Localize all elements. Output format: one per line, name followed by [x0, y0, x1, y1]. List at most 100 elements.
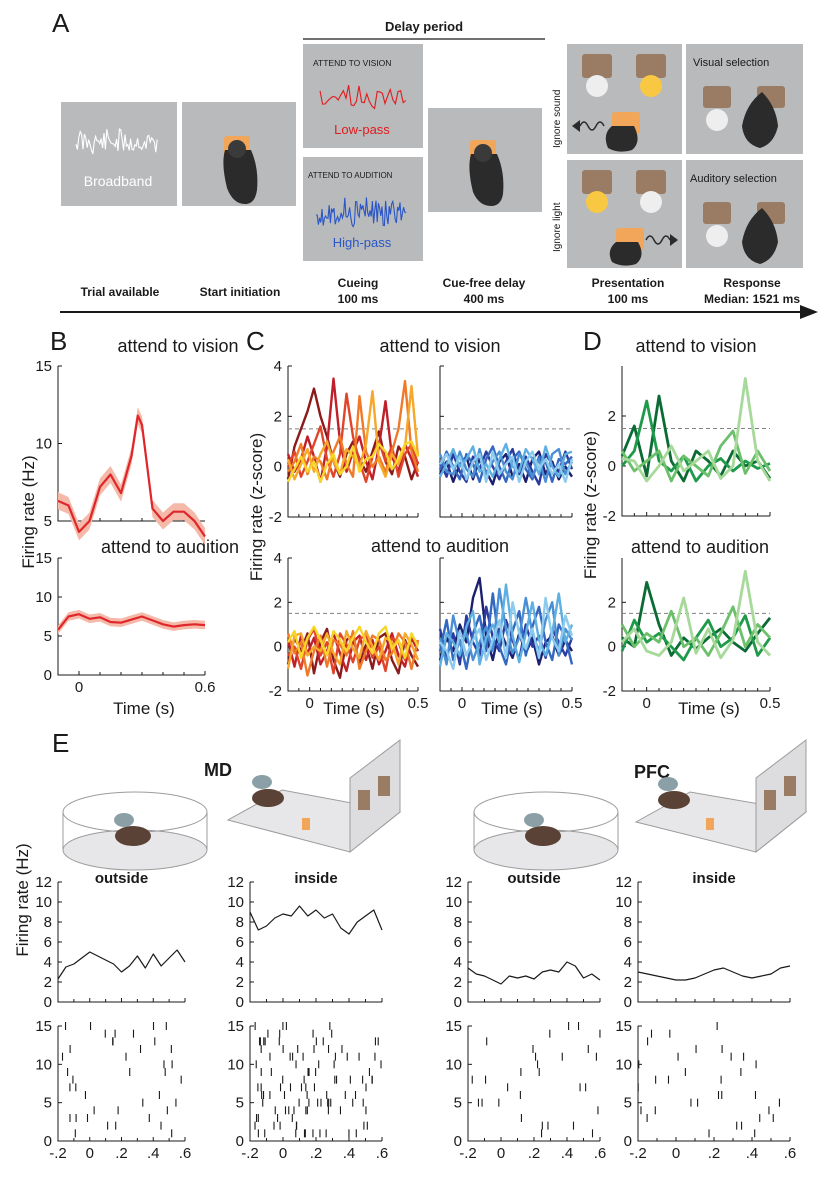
y-tick-label: 2: [274, 408, 282, 425]
mean-firing-rate-line: [57, 414, 206, 538]
x-tick-label: .2: [310, 1145, 323, 1162]
y-tick-label: 15: [35, 358, 52, 375]
y-tick-label: 12: [227, 874, 244, 891]
y-tick-label: 5: [44, 628, 52, 645]
neuron-trace: [620, 605, 772, 657]
high-pass-waveform: [316, 197, 407, 228]
panel-d-audition-plot: -2 0 2 0 0.5: [603, 558, 781, 712]
y-tick-label: 2: [454, 974, 462, 991]
neuron-trace: [620, 429, 772, 483]
y-tick-label: 15: [615, 1018, 632, 1035]
rate-plot-title: outside: [95, 870, 148, 887]
panel-d-ylabel: Firing rate (z-score): [581, 431, 600, 579]
neuron-trace: [286, 629, 420, 677]
sem-band: [58, 407, 205, 545]
y-tick-label: 5: [624, 1095, 632, 1112]
mouse-at-port-illustration: [223, 136, 258, 204]
y-tick-label: 10: [35, 1056, 52, 1073]
panel-c-vision-right-plot: [438, 365, 574, 518]
high-pass-label: High-pass: [333, 235, 392, 250]
panel-c-ylabel: Firing rate (z-score): [247, 433, 266, 581]
timeline-stage-name: Trial available: [81, 285, 160, 299]
md-outside-arena-illustration: [62, 791, 208, 871]
y-tick-label: 0: [274, 639, 282, 656]
neuron-trace: [286, 387, 420, 481]
x-tick-label: 0: [86, 1145, 94, 1162]
presentation-bottom-illustration: [582, 170, 678, 266]
neuron-trace: [620, 569, 772, 660]
timeline-stage-name: Cueing: [338, 276, 379, 290]
panel-e-letter: E: [52, 728, 69, 758]
x-tick-label: .2: [708, 1145, 721, 1162]
timeline-arrow-head: [800, 305, 818, 319]
neuron-trace: [439, 596, 574, 670]
x-tick-label: .6: [179, 1145, 192, 1162]
neuron-trace: [620, 394, 772, 483]
panel-c-xlabel-right: Time (s): [481, 699, 543, 718]
y-tick-label: 4: [236, 954, 244, 971]
neuron-trace: [286, 629, 420, 670]
x-tick-label: -.2: [241, 1145, 259, 1162]
y-tick-label: 10: [227, 1056, 244, 1073]
neuron-trace: [438, 450, 574, 483]
x-tick-label: 0.5: [408, 695, 429, 712]
trial-available-panel: [61, 102, 177, 206]
y-tick-label: 10: [35, 589, 52, 606]
visual-response-illustration: [703, 86, 785, 148]
y-tick-label: 0: [44, 1133, 52, 1150]
panel-c-title-audition: attend to audition: [371, 536, 509, 556]
y-tick-label: 15: [445, 1018, 462, 1035]
auditory-response-illustration: [703, 202, 785, 264]
y-tick-label: 5: [236, 1095, 244, 1112]
y-tick-label: 0: [624, 1133, 632, 1150]
timeline-stage-duration: Median: 1521 ms: [704, 292, 800, 306]
firing-rate-trace: [637, 965, 791, 981]
y-tick-label: 0: [236, 994, 244, 1011]
y-tick-label: 2: [44, 974, 52, 991]
y-tick-label: 6: [236, 934, 244, 951]
panel-d-letter: D: [583, 326, 602, 356]
attend-audition-cue-text: ATTEND TO AUDITION: [308, 171, 393, 180]
y-tick-label: 15: [227, 1018, 244, 1035]
x-tick-label: 0: [279, 1145, 287, 1162]
x-tick-label: 0.6: [195, 679, 216, 696]
y-tick-label: 4: [624, 954, 632, 971]
auditory-selection-label: Auditory selection: [690, 173, 777, 185]
timeline-stage-duration: 100 ms: [608, 292, 649, 306]
y-tick-label: 5: [44, 1095, 52, 1112]
panel-e-rate-plot: 0 2 4 6 8 10 12 inside: [227, 870, 383, 1011]
axis-lines: [467, 882, 600, 1003]
mouse-waiting-illustration: [469, 140, 504, 206]
panel-d-title-audition: attend to audition: [631, 537, 769, 557]
neuron-trace: [286, 440, 420, 483]
y-tick-label: 12: [35, 874, 52, 891]
rate-plot-title: inside: [294, 870, 337, 887]
panel-b-vision-plot: 5 10 15: [35, 358, 206, 545]
x-tick-label: -.2: [459, 1145, 477, 1162]
visual-selection-label: Visual selection: [693, 57, 769, 69]
cue-vision-panel: [303, 44, 423, 148]
axis-lines: [439, 366, 572, 518]
x-tick-label: 0: [497, 1145, 505, 1162]
y-tick-label: 0: [236, 1133, 244, 1150]
timeline-stage-name: Start initiation: [200, 285, 281, 299]
low-pass-label: Low-pass: [334, 122, 390, 137]
y-tick-label: 4: [44, 954, 52, 971]
x-tick-label: .2: [115, 1145, 128, 1162]
panel-c-xlabel-left: Time (s): [323, 699, 385, 718]
y-tick-label: 10: [35, 894, 52, 911]
x-tick-label: 0.5: [760, 695, 781, 712]
x-tick-label: .4: [561, 1145, 574, 1162]
timeline-stage-duration: 100 ms: [338, 292, 379, 306]
y-tick-label: 2: [624, 974, 632, 991]
panel-b-audition-plot: 0 5 10 15 0 0.6: [35, 550, 215, 696]
x-tick-label: .4: [746, 1145, 759, 1162]
y-tick-label: 5: [44, 513, 52, 530]
y-tick-label: 2: [608, 594, 616, 611]
low-pass-waveform: [319, 84, 407, 110]
y-tick-label: -2: [269, 509, 282, 526]
